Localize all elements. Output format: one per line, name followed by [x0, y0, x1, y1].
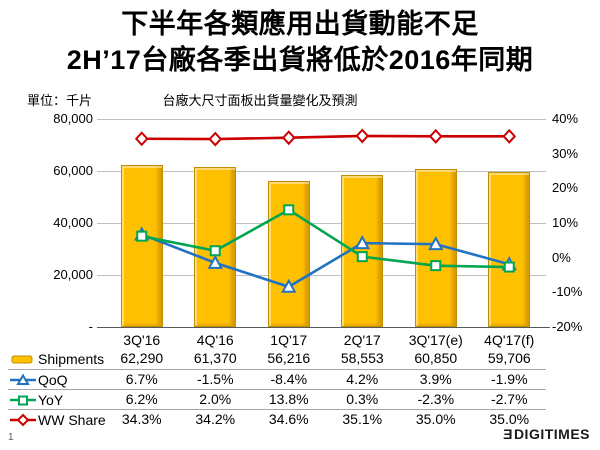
table-cell: -8.4%	[270, 370, 308, 387]
left-axis-tick-label: 80,000	[53, 111, 93, 126]
ww-share-legend-icon	[10, 413, 36, 426]
digitimes-logo-mark-icon: Ǝ	[503, 426, 513, 442]
digitimes-logo: Ǝ DIGITIMES	[503, 426, 590, 442]
diamond-marker	[355, 128, 370, 144]
table-cell: 58,553	[340, 350, 384, 366]
category-label: 4Q'16	[196, 332, 234, 348]
left-axis-tick-label: 60,000	[53, 163, 93, 178]
table-cell: -1.5%	[196, 370, 234, 387]
table-cell: 4.2%	[346, 370, 379, 387]
table-cell: 35.1%	[342, 410, 383, 427]
table-cell: 13.8%	[268, 390, 309, 407]
digitimes-logo-text: DIGITIMES	[513, 426, 590, 442]
shipments-bar	[488, 171, 531, 327]
diamond-marker	[281, 130, 296, 146]
ww-share-line	[141, 134, 510, 141]
triangle-marker	[281, 278, 297, 293]
left-axis-tick-label: 20,000	[53, 267, 93, 282]
triangle-marker	[207, 254, 223, 269]
table-cell: 60,850	[414, 350, 458, 366]
table-cell: -1.9%	[490, 370, 528, 387]
series-label: QoQ	[38, 371, 68, 388]
table-cell: 2.0%	[199, 390, 232, 407]
series-label: WW Share	[38, 411, 106, 428]
category-label: 1Q'17	[270, 332, 308, 348]
gridline	[97, 223, 546, 224]
table-cell: 61,370	[193, 350, 237, 366]
table-row-separator	[8, 389, 546, 390]
category-label: 3Q'16	[123, 332, 161, 348]
right-axis-tick-label: 40%	[552, 111, 579, 126]
yoy-legend-icon	[10, 395, 36, 405]
left-axis-tick-label: -	[88, 319, 93, 334]
shipments-bar	[120, 165, 163, 327]
title-line-2: 2H’17台廠各季出貨將低於2016年同期	[66, 45, 534, 75]
category-label: 2Q'17	[343, 332, 381, 348]
square-marker	[356, 251, 368, 263]
table-cell: -2.3%	[417, 390, 455, 407]
square-marker	[503, 261, 515, 273]
line-series-overlay	[134, 128, 517, 293]
table-cell: 6.2%	[125, 390, 158, 407]
diamond-marker	[134, 131, 149, 147]
category-label: 3Q'17(e)	[408, 332, 463, 348]
series-label: Shipments	[38, 351, 105, 367]
right-axis-tick-label: 10%	[552, 215, 579, 230]
page-number: 1	[8, 432, 14, 443]
title-line-1: 下半年各類應用出貨動能不足	[121, 9, 479, 39]
square-marker	[209, 245, 221, 257]
square-marker	[430, 260, 442, 272]
square-marker	[283, 204, 295, 216]
legend-row-ww-share: WW Share	[10, 411, 106, 429]
x-axis-line	[97, 327, 550, 328]
legend-row-shipments: Shipments	[10, 350, 104, 368]
legend-row-qoq: QoQ	[10, 371, 68, 389]
left-axis-tick-label: 40,000	[53, 215, 93, 230]
shipments-legend-icon	[11, 355, 33, 364]
table-cell: 35.0%	[415, 410, 456, 427]
table-cell: 34.3%	[121, 410, 162, 427]
table-cell: 62,290	[120, 350, 164, 366]
table-row-separator	[8, 368, 546, 370]
yoy-line	[141, 208, 510, 269]
table-cell: 0.3%	[346, 390, 379, 407]
right-axis-tick-label: 0%	[552, 249, 571, 265]
gridline	[97, 119, 546, 120]
table-cell: 6.7%	[125, 370, 158, 387]
right-axis-tick-label: 30%	[552, 145, 579, 161]
diamond-marker	[208, 131, 223, 147]
qoq-legend-icon	[10, 373, 36, 385]
diamond-marker	[502, 128, 517, 144]
triangle-marker	[354, 235, 370, 250]
table-cell: -2.7%	[490, 390, 528, 407]
chart-title: 台廠大尺寸面板出貨量變化及預測	[162, 93, 358, 108]
shipments-bar	[267, 180, 310, 327]
table-cell: 34.6%	[268, 410, 309, 427]
triangle-marker	[428, 236, 444, 251]
qoq-line	[141, 233, 510, 289]
table-row-separator	[8, 409, 546, 410]
table-cell: 3.9%	[419, 370, 452, 387]
gridline	[97, 275, 546, 276]
gridline	[97, 171, 546, 172]
square-marker	[136, 230, 148, 242]
right-axis-tick-label: 20%	[552, 180, 579, 196]
page-title: 下半年各類應用出貨動能不足 2H’17台廠各季出貨將低於2016年同期	[0, 6, 600, 78]
category-label: 4Q'17(f)	[484, 332, 535, 348]
series-label: YoY	[38, 391, 64, 408]
table-cell: 59,706	[487, 350, 531, 366]
diamond-marker	[428, 128, 443, 144]
legend-row-yoy: YoY	[10, 391, 63, 409]
right-axis-tick-label: -10%	[552, 284, 583, 300]
right-axis-tick-label: -20%	[552, 319, 583, 334]
table-cell: 56,216	[267, 350, 311, 366]
table-cell: 35.0%	[489, 410, 530, 427]
unit-label: 單位：千片	[27, 93, 93, 108]
table-cell: 34.2%	[195, 410, 236, 427]
